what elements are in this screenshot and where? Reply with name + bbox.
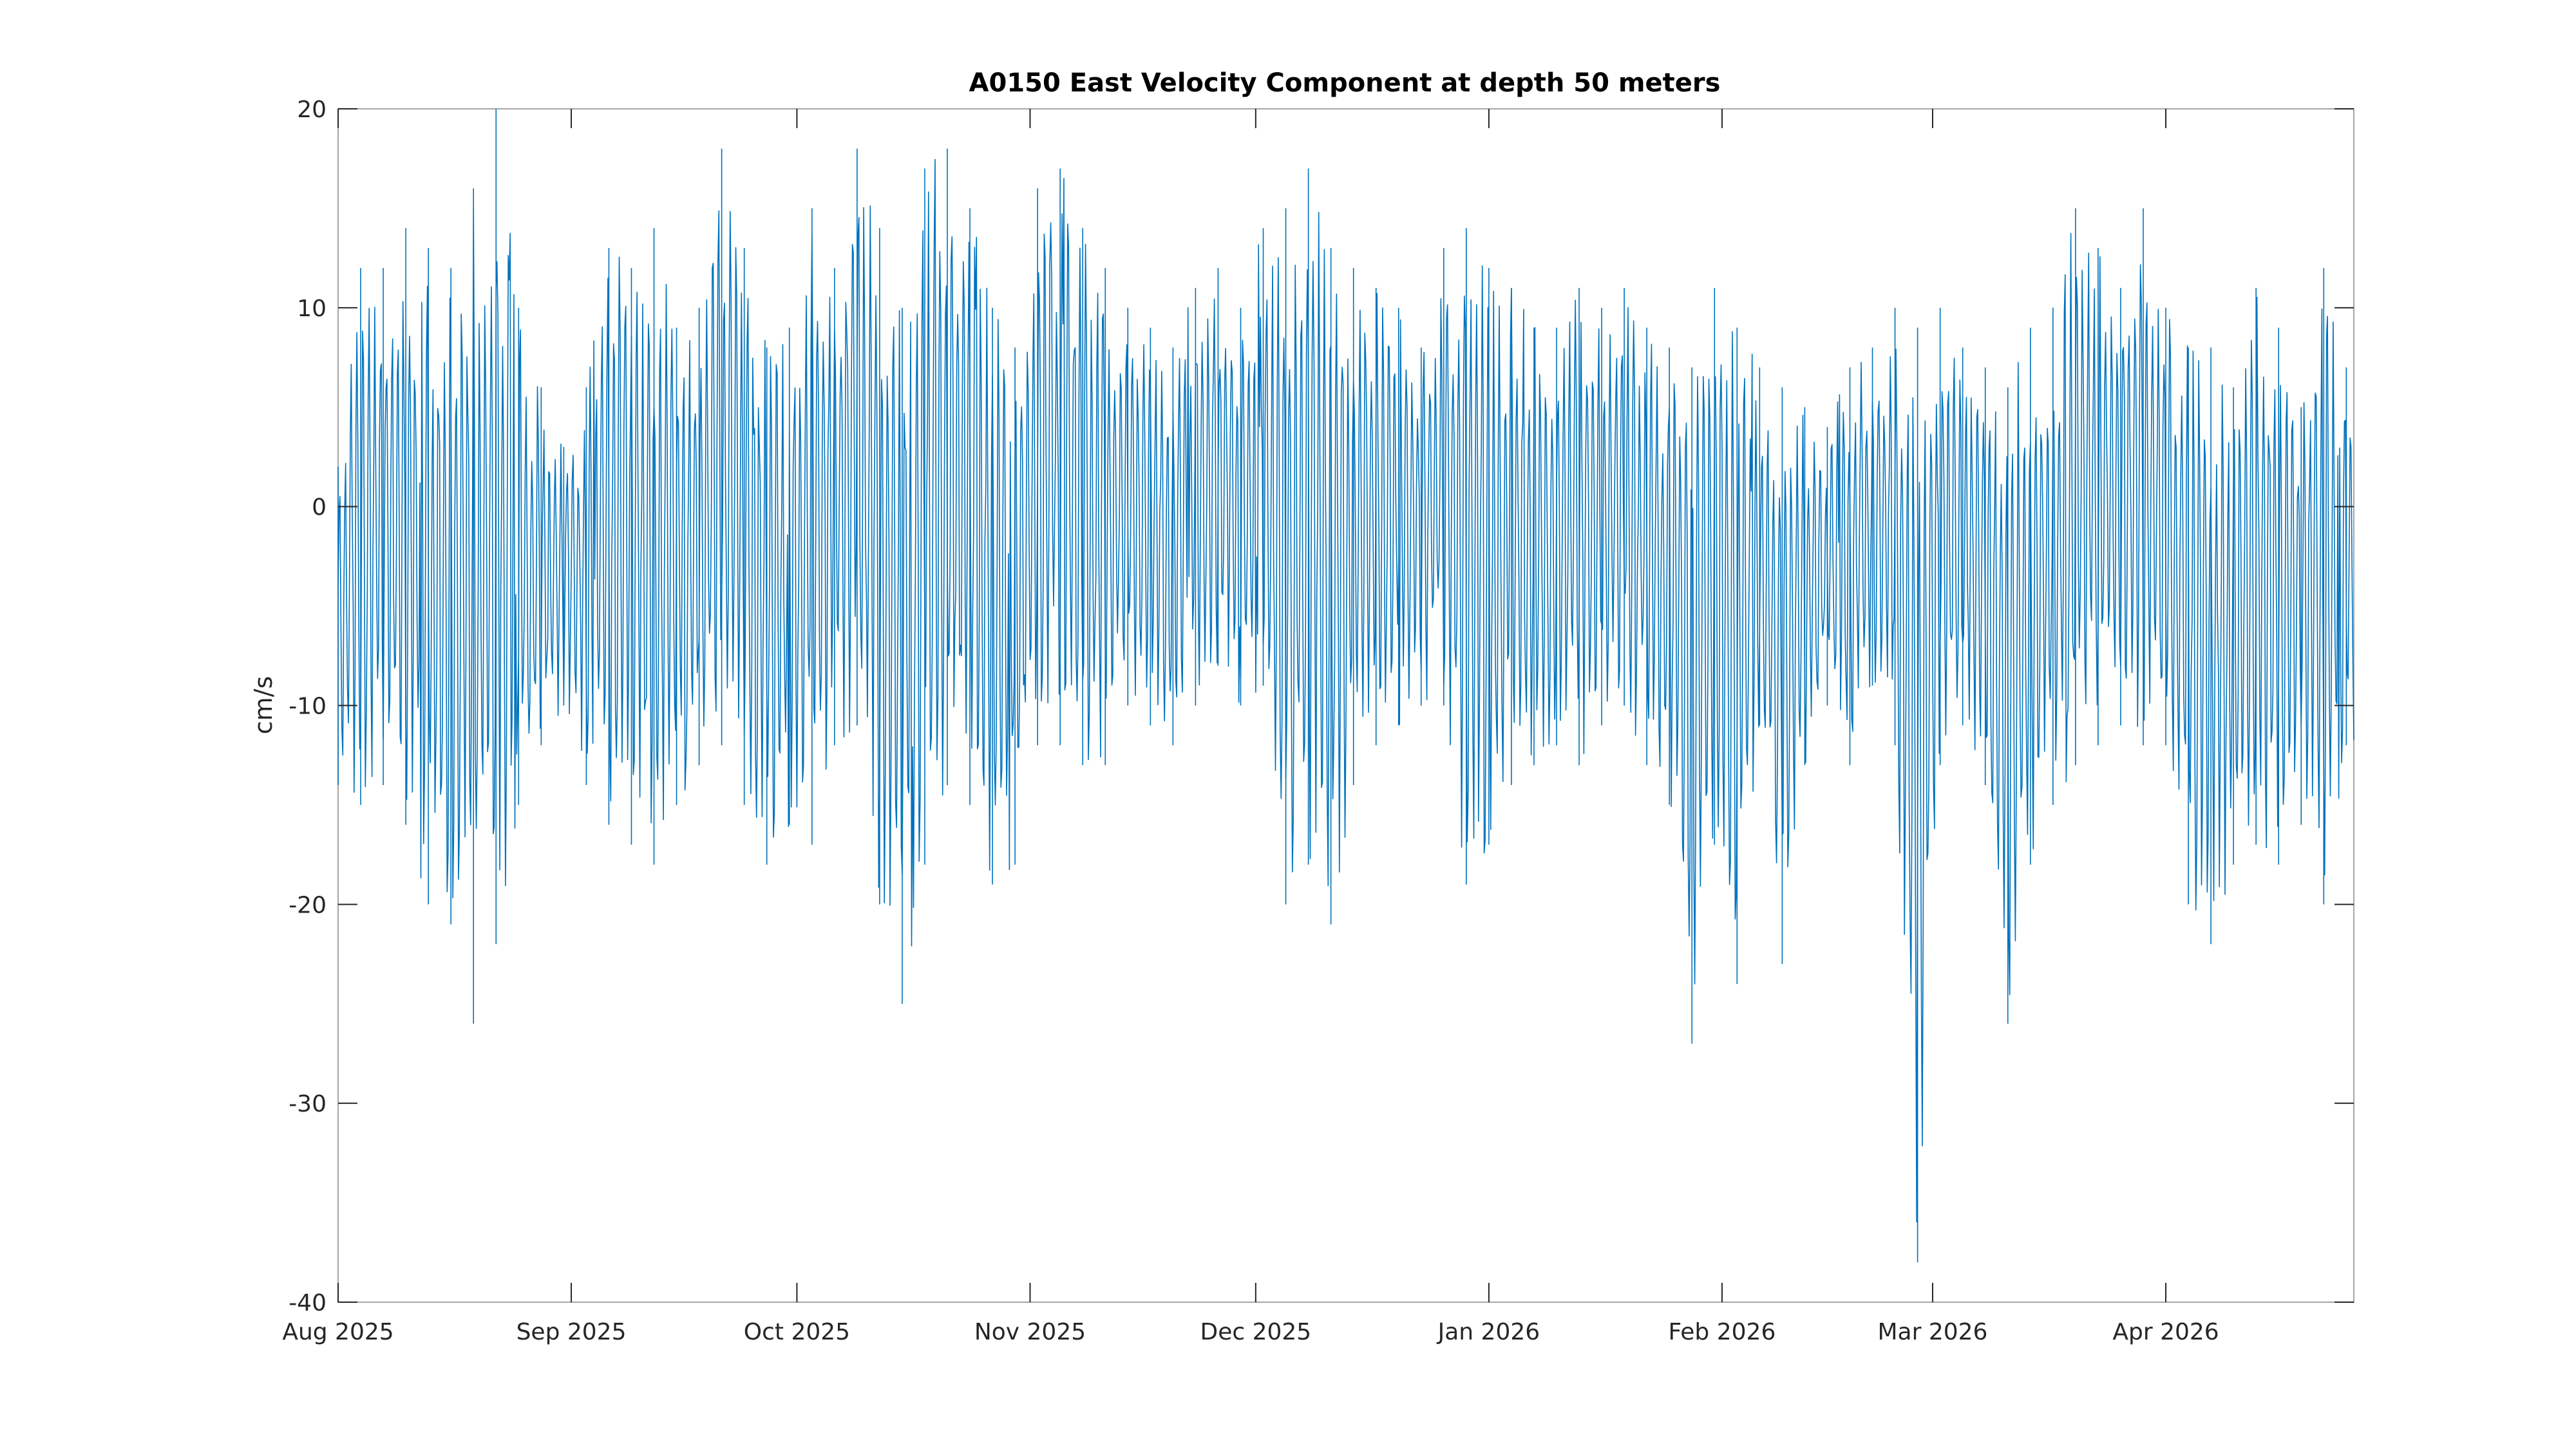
y-tick-label: -30	[289, 1091, 327, 1117]
y-tick-label: 0	[312, 495, 327, 521]
x-tick-label: Oct 2025	[744, 1319, 850, 1345]
x-tick-label: Jan 2026	[1437, 1319, 1540, 1345]
x-tick-label: Mar 2026	[1877, 1319, 1987, 1345]
y-axis-label: cm/s	[249, 676, 278, 735]
x-tick-label: Aug 2025	[282, 1319, 393, 1345]
x-axis: Aug 2025 Sep 2025 Oct 2025 Nov 2025 Dec 2025…	[282, 109, 2219, 1345]
y-tick-label: 20	[297, 97, 327, 123]
x-tick-label: Nov 2025	[974, 1319, 1086, 1345]
y-tick-label: 10	[297, 296, 327, 322]
plot-area: -40 -30 -20 -10 0 10 20 Aug 2025 Sep 2025 Oct 20…	[282, 97, 2354, 1345]
x-tick-label: Sep 2025	[516, 1319, 627, 1345]
y-axis: -40 -30 -20 -10 0 10 20	[289, 97, 2354, 1316]
chart-title: A0150 East Velocity Component at depth 5…	[969, 68, 1721, 98]
y-tick-label: -10	[289, 694, 327, 720]
data-series	[337, 109, 2354, 1263]
series-line	[337, 158, 2354, 1223]
y-tick-label: -20	[289, 892, 327, 918]
x-tick-label: Apr 2026	[2112, 1319, 2219, 1345]
x-tick-label: Feb 2026	[1669, 1319, 1776, 1345]
y-tick-label: -40	[289, 1290, 327, 1316]
x-tick-label: Dec 2025	[1200, 1319, 1311, 1345]
